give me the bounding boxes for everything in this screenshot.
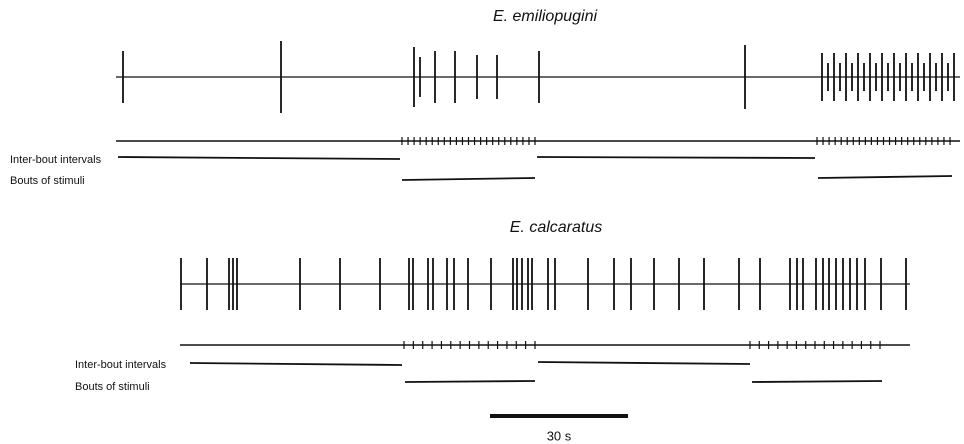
interval-bar	[117, 156, 401, 160]
interval-bar	[536, 156, 816, 159]
bout-bar	[404, 380, 536, 383]
interval-bar	[537, 361, 751, 365]
row-label: Inter-bout intervals	[75, 359, 167, 371]
interval-bar	[189, 362, 403, 366]
bout-bar	[817, 175, 953, 179]
row-label: Inter-bout intervals	[10, 154, 102, 166]
panel-title: E. emiliopugini	[493, 8, 598, 25]
scale-label: 30 s	[547, 428, 572, 443]
row-label: Bouts of stimuli	[10, 175, 85, 187]
panel-title: E. calcaratus	[510, 219, 602, 236]
bout-bar	[401, 177, 536, 181]
bout-bar	[751, 380, 883, 383]
row-label: Bouts of stimuli	[75, 381, 150, 393]
